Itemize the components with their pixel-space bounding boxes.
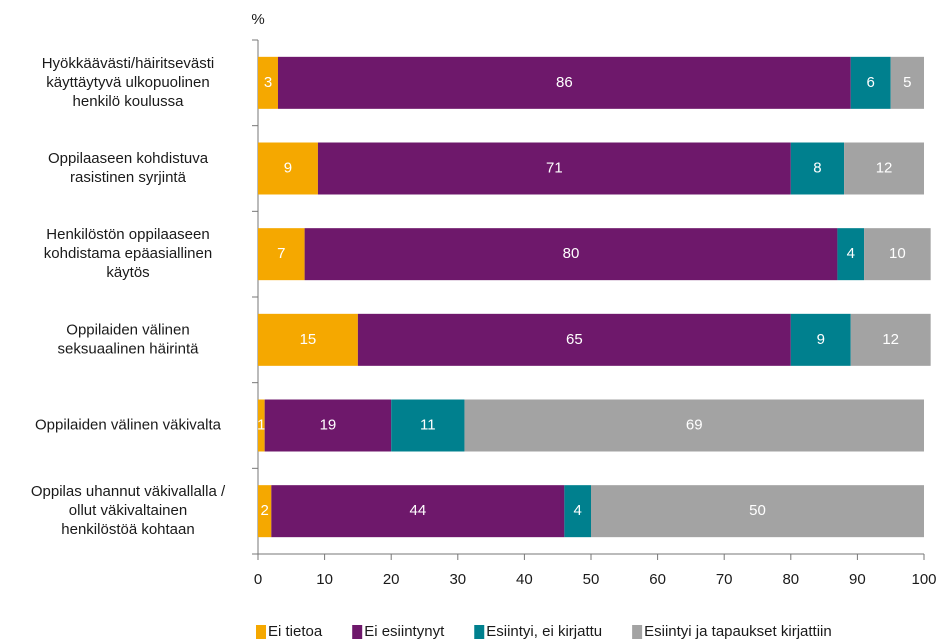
x-tick-label: 20 bbox=[383, 571, 400, 588]
value-label: 69 bbox=[686, 416, 703, 433]
bar-segment bbox=[790, 142, 845, 195]
bar-segment bbox=[790, 313, 851, 366]
x-tick-label: 60 bbox=[649, 571, 666, 588]
bar-segment bbox=[258, 142, 318, 195]
bar-segment bbox=[317, 142, 791, 195]
bar-segment bbox=[271, 485, 565, 538]
value-label: 80 bbox=[563, 245, 580, 262]
value-label: 4 bbox=[574, 502, 582, 519]
value-label: 7 bbox=[277, 245, 285, 262]
bar-segment bbox=[844, 142, 924, 195]
value-label: 50 bbox=[749, 502, 766, 519]
legend-label: Ei tietoa bbox=[268, 623, 323, 640]
value-label: 15 bbox=[300, 331, 317, 348]
value-label: 12 bbox=[882, 331, 899, 348]
x-tick-label: 90 bbox=[849, 571, 866, 588]
x-tick-label: 80 bbox=[782, 571, 799, 588]
legend-label: Ei esiintynyt bbox=[364, 623, 445, 640]
value-label: 71 bbox=[546, 159, 563, 176]
x-tick-label: 10 bbox=[316, 571, 333, 588]
category-label: Hyökkäävästi/häiritsevästi käyttäytyvä ul… bbox=[42, 55, 215, 110]
bar-segment bbox=[258, 485, 272, 538]
bar-segment bbox=[564, 485, 591, 538]
category-label: Henkilöstön oppilaaseen kohdistama epäasi… bbox=[44, 226, 212, 281]
bar-segment bbox=[277, 56, 851, 109]
x-tick-label: 30 bbox=[449, 571, 466, 588]
category-label: Oppilas uhannut väkivallalla / ollut väki… bbox=[31, 483, 226, 538]
x-tick-label: 70 bbox=[716, 571, 733, 588]
value-label: 10 bbox=[889, 245, 906, 262]
x-tick-label: 50 bbox=[583, 571, 600, 588]
value-label: 4 bbox=[847, 245, 855, 262]
bar-segment bbox=[864, 228, 931, 281]
bar-segment bbox=[591, 485, 924, 538]
bar-segment bbox=[464, 399, 924, 452]
legend-swatch bbox=[632, 625, 643, 639]
value-label: 19 bbox=[320, 416, 337, 433]
legend-swatch bbox=[256, 625, 266, 639]
legend-swatch bbox=[352, 625, 363, 639]
bar-segment bbox=[258, 56, 278, 109]
bar-segment bbox=[258, 399, 265, 452]
bar-segment bbox=[850, 313, 931, 366]
bar-segment bbox=[890, 56, 924, 109]
bar-segment bbox=[258, 313, 358, 366]
value-label: 44 bbox=[409, 502, 426, 519]
value-label: 1 bbox=[257, 416, 265, 433]
axis-label: % bbox=[251, 11, 264, 28]
bar-segment bbox=[850, 56, 891, 109]
bar-segment bbox=[391, 399, 465, 452]
value-label: 2 bbox=[260, 502, 268, 519]
value-label: 6 bbox=[867, 74, 875, 91]
value-label: 3 bbox=[264, 74, 272, 91]
value-label: 8 bbox=[813, 159, 821, 176]
category-label: Oppilaiden välinen väkivalta bbox=[35, 416, 222, 433]
value-label: 12 bbox=[876, 159, 893, 176]
value-label: 65 bbox=[566, 331, 583, 348]
bar-segment bbox=[304, 228, 838, 281]
value-label: 9 bbox=[284, 159, 292, 176]
bar-segment bbox=[258, 228, 305, 281]
legend-label: Esiintyi ja tapaukset kirjattiin bbox=[644, 623, 832, 640]
legend-label: Esiintyi, ei kirjattu bbox=[486, 623, 602, 640]
bar-segment bbox=[357, 313, 791, 366]
value-label: 9 bbox=[817, 331, 825, 348]
x-tick-label: 100 bbox=[911, 571, 936, 588]
x-tick-label: 0 bbox=[254, 571, 262, 588]
category-label: Oppilaiden välinen seksuaalinen häirintä bbox=[58, 321, 200, 357]
category-label: Oppilaaseen kohdistuva rasistinen syrjint… bbox=[48, 150, 209, 186]
bar-segment bbox=[837, 228, 865, 281]
value-label: 86 bbox=[556, 74, 573, 91]
value-label: 5 bbox=[903, 74, 911, 91]
legend-swatch bbox=[474, 625, 485, 639]
bar-segment bbox=[264, 399, 392, 452]
x-tick-label: 40 bbox=[516, 571, 533, 588]
value-label: 11 bbox=[420, 416, 436, 433]
